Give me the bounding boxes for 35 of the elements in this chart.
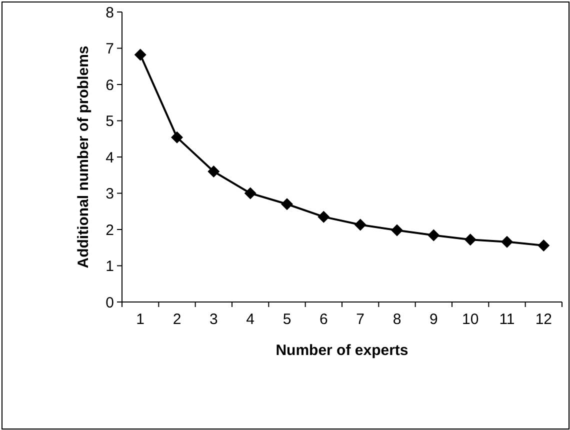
point bbox=[134, 48, 146, 61]
x-tick-label: 7 bbox=[356, 311, 365, 328]
point bbox=[391, 224, 403, 236]
point bbox=[354, 218, 366, 231]
x-tick-label: 5 bbox=[282, 311, 292, 328]
y-tick-label: 5 bbox=[106, 113, 114, 130]
point bbox=[244, 187, 256, 200]
x-tick-label: 11 bbox=[499, 311, 515, 328]
y-tick-label: 6 bbox=[106, 76, 114, 94]
x-tick-label: 1 bbox=[136, 311, 145, 328]
x-axis-title: Number of experts bbox=[276, 342, 408, 359]
x-tick-label: 12 bbox=[535, 311, 552, 328]
y-tick-label: 3 bbox=[106, 186, 114, 202]
point bbox=[501, 236, 513, 248]
y-axis-title: Additional number of problems bbox=[75, 46, 92, 268]
x-tick-label: 9 bbox=[429, 311, 438, 328]
y-tick-label: 1 bbox=[106, 258, 114, 275]
point bbox=[318, 210, 330, 223]
y-tick-label: 4 bbox=[106, 149, 114, 166]
y-tick-label: 7 bbox=[106, 40, 114, 58]
x-tick-label: 2 bbox=[172, 311, 182, 328]
point bbox=[428, 229, 440, 242]
point bbox=[281, 198, 293, 210]
x-tick-label: 4 bbox=[246, 311, 255, 328]
x-tick-label: 8 bbox=[392, 311, 402, 328]
point bbox=[208, 166, 220, 178]
y-tick-label: 2 bbox=[106, 222, 114, 239]
x-tick-label: 6 bbox=[319, 311, 328, 328]
x-tick-label: 3 bbox=[209, 311, 218, 328]
y-tick-label: 0 bbox=[106, 294, 114, 312]
y-tick-label: 8 bbox=[106, 4, 114, 22]
point bbox=[538, 239, 550, 252]
point bbox=[464, 234, 476, 246]
point bbox=[171, 131, 183, 144]
x-tick-label: 10 bbox=[462, 311, 479, 328]
